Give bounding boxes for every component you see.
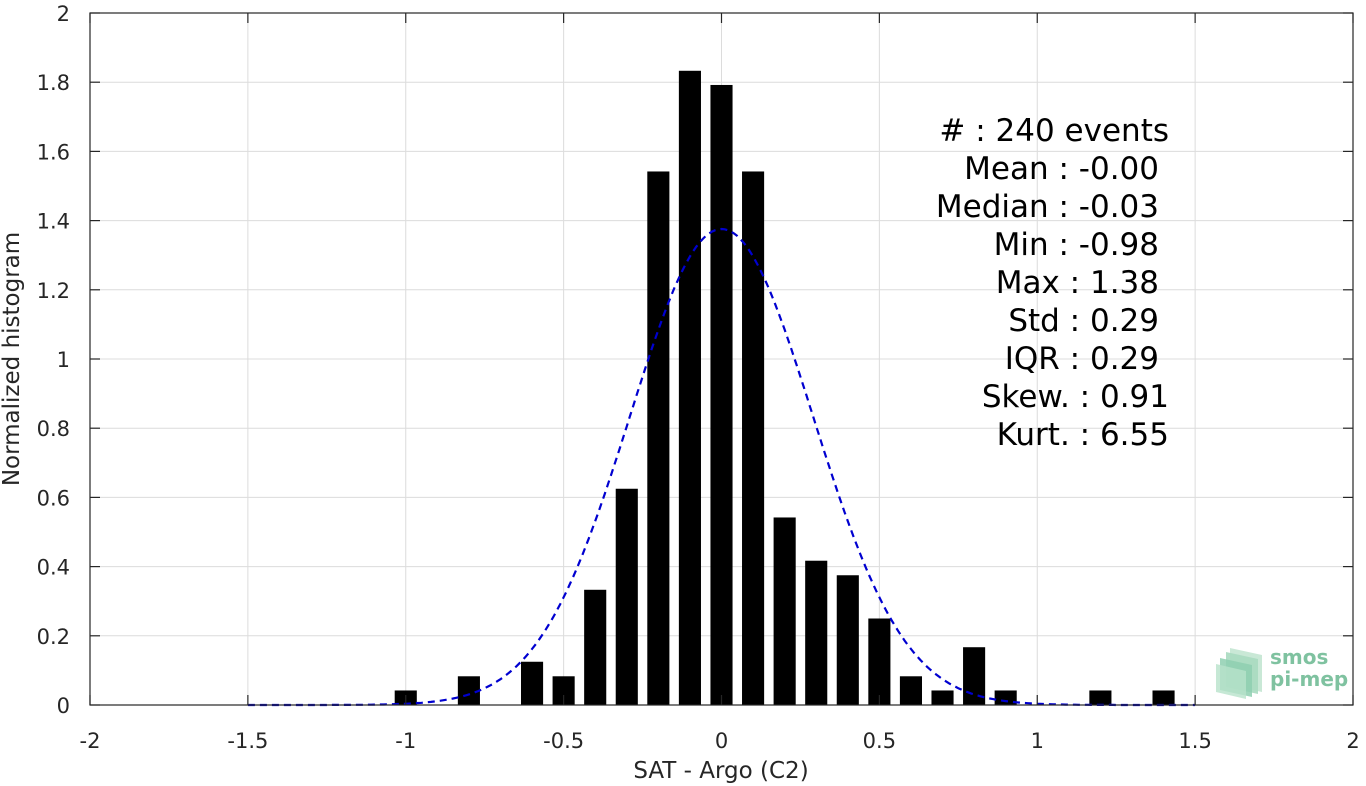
- x-axis-label: SAT - Argo (C2): [633, 758, 808, 784]
- y-tick-label-1: 0.2: [37, 625, 70, 649]
- y-tick-label-2: 0.4: [37, 556, 70, 580]
- y-tick-label-8: 1.6: [37, 140, 70, 164]
- y-axis-label: Normalized histogram: [0, 232, 25, 486]
- y-tick-label-10: 2: [57, 2, 70, 26]
- y-axis-ticks: 0 0.2 0.4 0.6 0.8 1 1.2 1.4 1.6 1.8 2: [37, 2, 1353, 718]
- y-tick-label-0: 0: [57, 694, 70, 718]
- x-tick-label-8: 2: [1346, 729, 1359, 753]
- y-tick-label-3: 0.6: [37, 486, 70, 510]
- stat-line-6: IQR : 0.29: [1005, 341, 1159, 377]
- histogram-bar-1: [457, 676, 480, 705]
- y-tick-label-4: 0.8: [37, 417, 70, 441]
- smos-pi-mep-logo: smos pi-mep: [1216, 645, 1348, 699]
- x-tick-label-6: 1: [1031, 729, 1044, 753]
- logo-text-line1: smos: [1270, 645, 1328, 669]
- histogram-bar-8: [710, 84, 733, 705]
- histogram-bar-7: [678, 70, 701, 706]
- stat-line-7: Skew. : 0.91: [982, 379, 1169, 415]
- histogram-bar-6: [647, 171, 670, 705]
- logo-mark-icon: [1216, 648, 1262, 699]
- histogram-bar-12: [836, 575, 859, 705]
- histogram-bars: [394, 70, 1175, 706]
- x-axis-ticks: -2 -1.5 -1 -0.5 0 0.5 1 1.5 2: [80, 13, 1360, 753]
- histogram-bar-15: [931, 690, 954, 705]
- y-tick-label-9: 1.8: [37, 71, 70, 95]
- x-tick-label-0: -2: [80, 729, 101, 753]
- x-tick-label-3: -0.5: [543, 729, 584, 753]
- histogram-bar-2: [520, 661, 544, 705]
- stat-line-0: # : 240 events: [939, 113, 1169, 149]
- x-tick-label-2: -1: [395, 729, 416, 753]
- stat-line-1: Mean : -0.00: [964, 151, 1159, 187]
- y-tick-label-6: 1.2: [37, 279, 70, 303]
- logo-text-line2: pi-mep: [1270, 667, 1348, 691]
- histogram-bar-11: [805, 560, 828, 705]
- y-tick-label-7: 1.4: [37, 210, 70, 234]
- stat-line-8: Kurt. : 6.55: [997, 417, 1169, 453]
- x-tick-label-1: -1.5: [227, 729, 268, 753]
- x-tick-label-5: 0.5: [863, 729, 896, 753]
- stat-line-5: Std : 0.29: [1008, 303, 1159, 339]
- histogram-bar-18: [1089, 690, 1112, 705]
- x-tick-label-4: 0: [715, 729, 728, 753]
- histogram-bar-9: [742, 171, 765, 705]
- histogram-bar-16: [963, 647, 986, 705]
- histogram-bar-3: [552, 676, 575, 705]
- stat-line-4: Max : 1.38: [996, 265, 1159, 301]
- histogram-bar-19: [1152, 690, 1175, 705]
- x-tick-label-7: 1.5: [1178, 729, 1211, 753]
- histogram-bar-5: [615, 488, 638, 705]
- histogram-bar-10: [773, 517, 796, 705]
- histogram-bar-17: [994, 690, 1017, 705]
- y-tick-label-5: 1: [57, 348, 70, 372]
- histogram-bar-13: [868, 618, 891, 705]
- stat-line-3: Min : -0.98: [994, 227, 1159, 263]
- stat-line-2: Median : -0.03: [936, 189, 1159, 225]
- histogram-bar-4: [584, 589, 607, 705]
- histogram-bar-14: [899, 676, 923, 705]
